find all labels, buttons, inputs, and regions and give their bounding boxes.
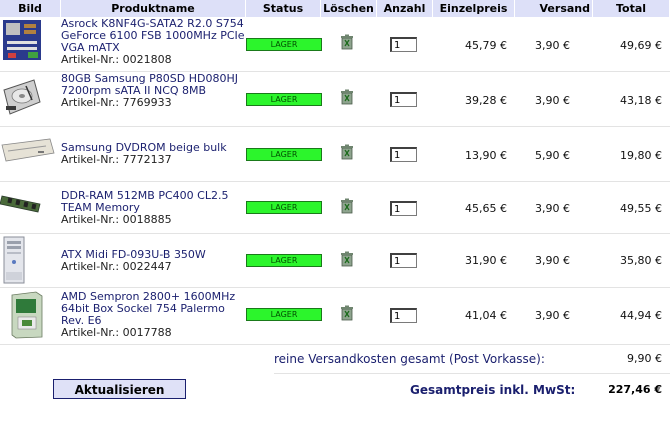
product-name-cell: DDR-RAM 512MB PC400 CL2.5 TEAM Memory Ar… bbox=[61, 190, 246, 226]
line-total: 44,94 € bbox=[620, 309, 662, 322]
trash-icon[interactable] bbox=[340, 251, 354, 267]
article-number: Artikel-Nr.: 7769933 bbox=[61, 96, 172, 109]
shipping-cost: 3,90 € bbox=[535, 254, 570, 267]
header-bild: Bild bbox=[0, 0, 61, 17]
trash-icon[interactable] bbox=[340, 198, 354, 214]
status-badge: LAGER bbox=[246, 93, 322, 106]
header-status: Status bbox=[246, 0, 321, 17]
product-name-cell: Asrock K8NF4G-SATA2 R2.0 S754 GeForce 61… bbox=[61, 18, 246, 66]
status-badge: LAGER bbox=[246, 38, 322, 51]
product-name-cell: 80GB Samsung P80SD HD080HJ 7200rpm sATA … bbox=[61, 73, 246, 109]
header-loeschen: Löschen bbox=[321, 0, 377, 17]
status-badge: LAGER bbox=[246, 254, 322, 267]
header-anzahl: Anzahl bbox=[377, 0, 433, 17]
shipping-summary-value: 9,90 € bbox=[627, 352, 662, 365]
header-einzelpreis: Einzelpreis bbox=[433, 0, 515, 17]
ram-module-image bbox=[0, 195, 41, 213]
product-name-link[interactable]: 80GB Samsung P80SD HD080HJ 7200rpm sATA … bbox=[61, 72, 238, 97]
article-number: Artikel-Nr.: 0021808 bbox=[61, 53, 172, 66]
cart-table-header: Bild Produktname Status Löschen Anzahl E… bbox=[0, 0, 670, 17]
update-button[interactable]: Aktualisieren bbox=[53, 379, 186, 399]
line-total: 49,69 € bbox=[620, 39, 662, 52]
unit-price: 45,65 € bbox=[465, 202, 507, 215]
dvd-drive-image bbox=[1, 138, 55, 162]
quantity-input[interactable] bbox=[390, 201, 417, 216]
product-name-cell: AMD Sempron 2800+ 1600MHz 64bit Box Sock… bbox=[61, 291, 246, 339]
article-number: Artikel-Nr.: 7772137 bbox=[61, 153, 172, 166]
quantity-input[interactable] bbox=[390, 253, 417, 268]
trash-icon[interactable] bbox=[340, 144, 354, 160]
unit-price: 13,90 € bbox=[465, 149, 507, 162]
trash-icon[interactable] bbox=[340, 89, 354, 105]
trash-icon[interactable] bbox=[340, 34, 354, 50]
table-row: AMD Sempron 2800+ 1600MHz 64bit Box Sock… bbox=[0, 288, 670, 345]
motherboard-image bbox=[3, 20, 41, 60]
hard-drive-image bbox=[3, 79, 41, 115]
cpu-box-image bbox=[11, 291, 43, 339]
pc-case-image bbox=[3, 236, 25, 284]
grand-total-label: Gesamtpreis inkl. MwSt: bbox=[410, 383, 576, 397]
product-name-link[interactable]: AMD Sempron 2800+ 1600MHz 64bit Box Sock… bbox=[61, 290, 236, 327]
line-total: 43,18 € bbox=[620, 94, 662, 107]
line-total: 49,55 € bbox=[620, 202, 662, 215]
product-name-link[interactable]: Asrock K8NF4G-SATA2 R2.0 S754 GeForce 61… bbox=[61, 17, 245, 54]
unit-price: 39,28 € bbox=[465, 94, 507, 107]
product-name-cell: Samsung DVDROM beige bulk Artikel-Nr.: 7… bbox=[61, 142, 246, 166]
shipping-cost: 3,90 € bbox=[535, 94, 570, 107]
line-total: 35,80 € bbox=[620, 254, 662, 267]
table-row: 80GB Samsung P80SD HD080HJ 7200rpm sATA … bbox=[0, 72, 670, 127]
quantity-input[interactable] bbox=[390, 92, 417, 107]
shipping-cost: 3,90 € bbox=[535, 39, 570, 52]
shipping-summary-label: reine Versandkosten gesamt (Post Vorkass… bbox=[274, 352, 545, 366]
product-name-link[interactable]: ATX Midi FD-093U-B 350W bbox=[61, 248, 206, 261]
product-name-link[interactable]: DDR-RAM 512MB PC400 CL2.5 TEAM Memory bbox=[61, 189, 229, 214]
product-name-cell: ATX Midi FD-093U-B 350W Artikel-Nr.: 002… bbox=[61, 249, 246, 273]
trash-icon[interactable] bbox=[340, 305, 354, 321]
quantity-input[interactable] bbox=[390, 37, 417, 52]
quantity-input[interactable] bbox=[390, 308, 417, 323]
header-produktname: Produktname bbox=[61, 0, 246, 17]
shipping-cost: 3,90 € bbox=[535, 309, 570, 322]
line-total: 19,80 € bbox=[620, 149, 662, 162]
table-row: Samsung DVDROM beige bulk Artikel-Nr.: 7… bbox=[0, 127, 670, 182]
header-total: Total bbox=[593, 0, 670, 17]
article-number: Artikel-Nr.: 0018885 bbox=[61, 213, 172, 226]
header-versand: Versand bbox=[515, 0, 593, 17]
article-number: Artikel-Nr.: 0022447 bbox=[61, 260, 172, 273]
unit-price: 41,04 € bbox=[465, 309, 507, 322]
summary-divider bbox=[274, 373, 670, 374]
grand-total-value: 227,46 € bbox=[608, 383, 662, 396]
unit-price: 45,79 € bbox=[465, 39, 507, 52]
unit-price: 31,90 € bbox=[465, 254, 507, 267]
table-row: DDR-RAM 512MB PC400 CL2.5 TEAM Memory Ar… bbox=[0, 182, 670, 234]
shipping-cost: 3,90 € bbox=[535, 202, 570, 215]
product-name-link[interactable]: Samsung DVDROM beige bulk bbox=[61, 141, 227, 154]
status-badge: LAGER bbox=[246, 148, 322, 161]
quantity-input[interactable] bbox=[390, 147, 417, 162]
shipping-cost: 5,90 € bbox=[535, 149, 570, 162]
table-row: Asrock K8NF4G-SATA2 R2.0 S754 GeForce 61… bbox=[0, 17, 670, 72]
table-row: ATX Midi FD-093U-B 350W Artikel-Nr.: 002… bbox=[0, 234, 670, 288]
status-badge: LAGER bbox=[246, 308, 322, 321]
article-number: Artikel-Nr.: 0017788 bbox=[61, 326, 172, 339]
status-badge: LAGER bbox=[246, 201, 322, 214]
